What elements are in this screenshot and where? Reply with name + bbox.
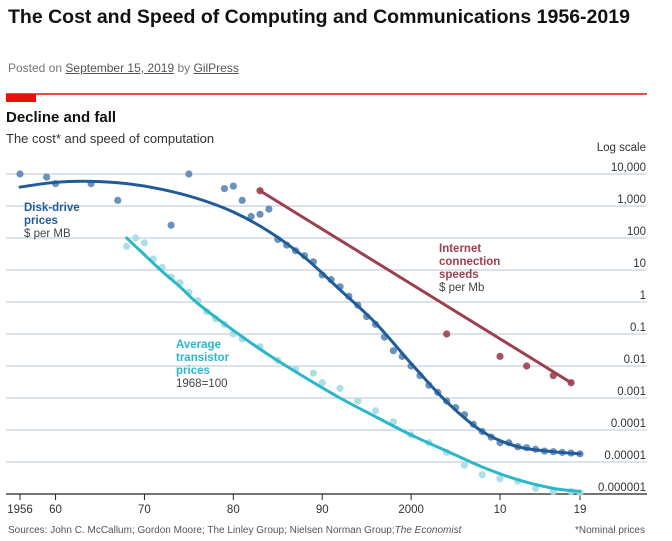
- x-tick-label: 70: [138, 504, 151, 516]
- internet-series-label: Internet connection speeds $ per Mb: [439, 243, 500, 294]
- internet-data-point: [523, 362, 531, 370]
- post-meta: Posted on September 15, 2019 by GilPress: [8, 61, 239, 75]
- x-tick-label: 60: [49, 504, 62, 516]
- y-tick-label: 0.001: [617, 386, 646, 398]
- author-link[interactable]: GilPress: [193, 61, 239, 75]
- chart-title: Decline and fall: [6, 109, 116, 126]
- by-label: by: [177, 61, 191, 75]
- trend-lines: [18, 179, 582, 493]
- post-title: The Cost and Speed of Computing and Comm…: [8, 6, 630, 28]
- disk-data-point: [229, 182, 237, 190]
- disk-data-point: [185, 170, 193, 178]
- y-tick-label: 0.000001: [598, 482, 646, 494]
- y-tick-label: 10,000: [611, 162, 646, 174]
- disk-data-point: [265, 205, 273, 213]
- transistor-data-point: [309, 369, 317, 377]
- y-tick-label: 1,000: [617, 194, 646, 206]
- transistor-data-point: [478, 471, 486, 479]
- transistor-data-point: [140, 239, 149, 247]
- chart-subtitle: The cost* and speed of computation: [6, 131, 214, 146]
- x-tick-label: 80: [227, 504, 240, 516]
- x-tick-label: 2000: [398, 504, 424, 516]
- data-points: [16, 170, 584, 497]
- transistor-data-point: [496, 475, 504, 483]
- source-note: Sources: John C. McCallum; Gordon Moore;…: [8, 525, 463, 536]
- x-tick-label: 19: [574, 504, 587, 516]
- transistor-data-point: [354, 397, 362, 405]
- internet-data-point: [496, 352, 504, 360]
- accent-tab: [6, 94, 36, 102]
- transistor-data-point: [371, 407, 380, 415]
- transistor-data-point: [460, 461, 469, 469]
- log-scale-note: Log scale: [597, 142, 646, 154]
- disk-data-point: [167, 221, 175, 229]
- transistor-data-point: [318, 379, 326, 387]
- y-tick-label: 100: [627, 226, 646, 238]
- disk-data-point: [43, 173, 51, 181]
- source-italic: The Economist: [395, 525, 463, 536]
- internet-trend-line: [258, 189, 573, 385]
- x-tick-label: 10: [494, 504, 507, 516]
- transistor-data-point: [131, 234, 140, 242]
- transistor-trend-line: [125, 236, 582, 493]
- posted-on-label: Posted on: [8, 61, 63, 75]
- footnote: *Nominal prices: [575, 525, 645, 536]
- post-date-link[interactable]: September 15, 2019: [65, 61, 175, 75]
- y-tick-label: 0.00001: [604, 450, 646, 462]
- disk-data-point: [16, 170, 24, 178]
- y-tick-labels: 10,000 1,000 100 10 1 0.1 0.01 0.001 0.0001 0.000…: [598, 162, 646, 494]
- grid-lines: [6, 173, 647, 495]
- disk-data-point: [114, 196, 122, 204]
- y-tick-label: 0.0001: [611, 418, 646, 430]
- y-tick-label: 0.1: [630, 322, 646, 334]
- internet-data-point: [443, 330, 451, 338]
- x-tick-label: 1956: [7, 504, 33, 516]
- transistor-data-point: [531, 484, 540, 492]
- y-tick-label: 1: [640, 290, 646, 302]
- disk-data-point: [220, 184, 229, 193]
- y-tick-label: 10: [633, 258, 646, 270]
- x-tick-label: 90: [316, 504, 329, 516]
- disk-series-label: Disk-drive prices $ per MB: [24, 202, 80, 240]
- y-tick-label: 0.01: [624, 354, 646, 366]
- disk-data-point: [256, 210, 264, 218]
- transistor-series-label: Average transistor prices 1968=100: [176, 339, 230, 390]
- x-axis: 1956 60 70 80 90 2000 10 19: [6, 493, 647, 516]
- source-text: Sources: John C. McCallum; Gordon Moore;…: [8, 525, 395, 536]
- transistor-data-point: [336, 384, 344, 392]
- series-labels: Disk-drive prices $ per MB Average transisto…: [24, 202, 500, 390]
- disk-data-point: [238, 196, 246, 204]
- disk-data-point: [389, 347, 397, 355]
- disk-trend-line: [18, 179, 582, 456]
- transistor-data-point: [123, 242, 131, 250]
